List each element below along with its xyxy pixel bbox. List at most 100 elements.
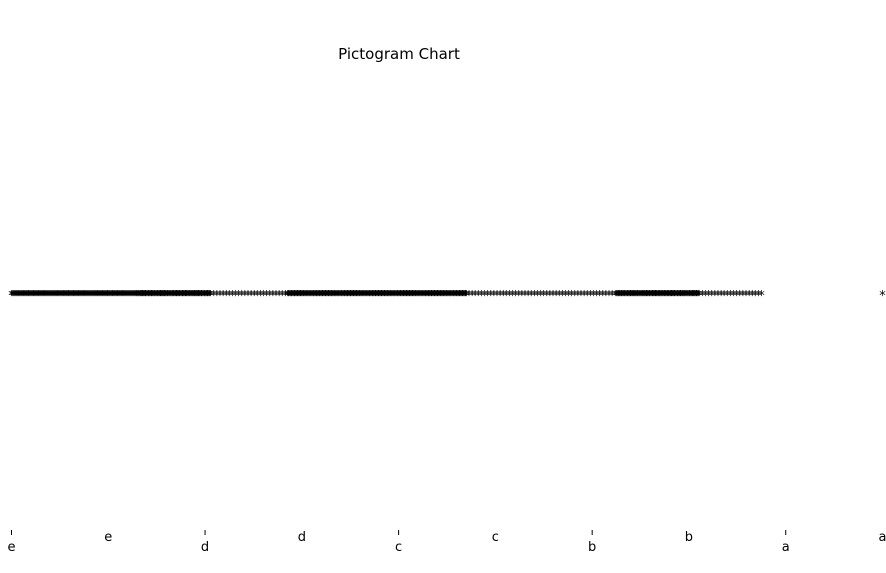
pictogram-marker-a: * [643,289,650,304]
pictogram-marker-d: * [162,289,169,304]
pictogram-marker-c: * [379,289,386,304]
pictogram-marker-e: * [25,289,32,304]
pictogram-marker-e: * [112,289,119,304]
pictogram-marker-a: * [229,289,236,304]
pictogram-marker-a: * [341,289,348,304]
pictogram-marker-d: * [198,289,205,304]
pictogram-marker-b: * [621,289,628,304]
pictogram-marker-c: * [293,289,300,304]
pictogram-marker-e: * [99,289,106,304]
pictogram-marker-d: * [171,289,178,304]
pictogram-marker-a: * [354,289,361,304]
pictogram-marker-c: * [397,289,404,304]
pictogram-marker-a: * [145,289,152,304]
pictogram-marker-a: * [537,289,544,304]
pictogram-marker-a: * [139,289,146,304]
pictogram-marker-e: * [42,289,49,304]
pictogram-marker-e: * [29,289,36,304]
pictogram-marker-a: * [656,289,663,304]
pictogram-marker-b: * [633,289,640,304]
pictogram-marker-e: * [127,289,134,304]
pictogram-marker-e: * [108,289,115,304]
pictogram-marker-d: * [179,289,186,304]
pictogram-marker-c: * [400,289,407,304]
pictogram-marker-a: * [267,289,274,304]
pictogram-marker-a: * [649,289,656,304]
pictogram-marker-d: * [184,289,191,304]
pictogram-marker-a: * [422,289,429,304]
pictogram-marker-e: * [88,289,95,304]
pictogram-marker-e: * [134,289,141,304]
pictogram-marker-a: * [621,289,628,304]
pictogram-marker-c: * [373,289,380,304]
pictogram-marker-e: * [85,289,92,304]
pictogram-marker-a: * [534,289,541,304]
pictogram-marker-c: * [360,289,367,304]
pictogram-marker-e: * [51,289,58,304]
pictogram-marker-e: * [107,289,114,304]
pictogram-marker-c: * [408,289,415,304]
pictogram-marker-a: * [400,289,407,304]
pictogram-marker-a: * [531,289,538,304]
x-tick-label: c [395,540,402,555]
pictogram-marker-a: * [512,289,519,304]
pictogram-marker-e: * [77,289,84,304]
pictogram-marker-b: * [687,289,694,304]
pictogram-marker-c: * [387,289,394,304]
pictogram-marker-e: * [47,289,54,304]
pictogram-marker-c: * [406,289,413,304]
pictogram-marker-c: * [411,289,418,304]
pictogram-marker-b: * [643,289,650,304]
pictogram-marker-c: * [318,289,325,304]
pictogram-marker-b: * [668,289,675,304]
pictogram-marker-e: * [116,289,123,304]
pictogram-marker-c: * [417,289,424,304]
pictogram-marker-e: * [79,289,86,304]
pictogram-marker-e: * [37,289,44,304]
pictogram-marker-e: * [38,289,45,304]
x-tick-label: a [782,540,790,555]
pictogram-marker-a: * [463,289,470,304]
pictogram-marker-b: * [615,289,622,304]
pictogram-marker-c: * [338,289,345,304]
pictogram-marker-e: * [26,289,33,304]
pictogram-marker-a: * [223,289,230,304]
pictogram-marker-b: * [638,289,645,304]
pictogram-marker-e: * [75,289,82,304]
pictogram-marker-a: * [450,289,457,304]
pictogram-marker-c: * [351,289,358,304]
pictogram-marker-a: * [475,289,482,304]
pictogram-marker-d: * [186,289,193,304]
pictogram-marker-a: * [668,289,675,304]
pictogram-marker-b: * [672,289,679,304]
pictogram-marker-d: * [149,289,156,304]
pictogram-marker-a: * [578,289,585,304]
pictogram-marker-c: * [327,289,334,304]
pictogram-marker-a: * [242,289,249,304]
pictogram-marker-a: * [662,289,669,304]
pictogram-marker-a: * [176,289,183,304]
pictogram-marker-e: * [118,289,125,304]
pictogram-marker-a: * [329,289,336,304]
pictogram-marker-a: * [469,289,476,304]
pictogram-marker-a: * [665,289,672,304]
pictogram-marker-a: * [394,289,401,304]
pictogram-marker-e: * [117,289,124,304]
pictogram-marker-c: * [380,289,387,304]
pictogram-marker-b: * [677,289,684,304]
pictogram-marker-c: * [300,289,307,304]
pictogram-marker-c: * [391,289,398,304]
pictogram-marker-e: * [45,289,52,304]
pictogram-marker-a: * [251,289,258,304]
pictogram-marker-e: * [126,289,133,304]
pictogram-marker-c: * [353,289,360,304]
pictogram-marker-c: * [453,289,460,304]
pictogram-marker-c: * [451,289,458,304]
pictogram-marker-e: * [20,289,27,304]
pictogram-marker-e: * [121,289,128,304]
pictogram-marker-b: * [623,289,630,304]
pictogram-marker-e: * [61,289,68,304]
pictogram-marker-c: * [325,289,332,304]
pictogram-marker-c: * [456,289,463,304]
pictogram-marker-b: * [647,289,654,304]
